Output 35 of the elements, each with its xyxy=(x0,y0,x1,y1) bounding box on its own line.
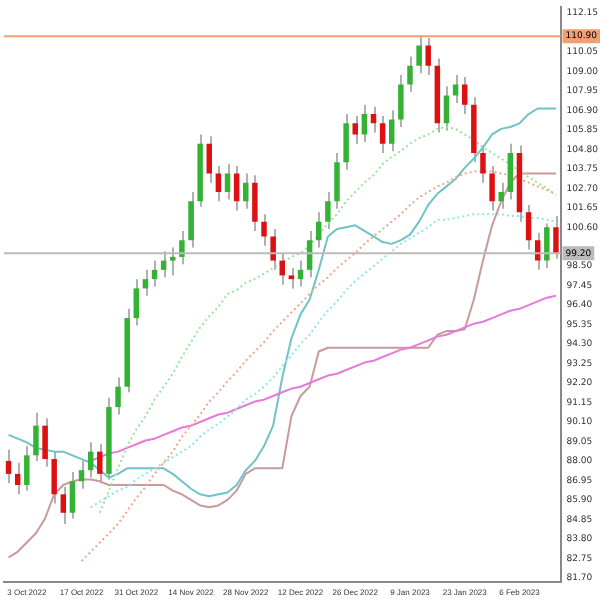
candlestick xyxy=(252,174,258,232)
candlestick xyxy=(461,75,468,116)
candlestick xyxy=(14,461,21,496)
candlestick xyxy=(498,181,504,210)
candlestick xyxy=(407,55,413,93)
candlestick xyxy=(288,267,295,290)
candlestick xyxy=(389,109,395,153)
candlestick xyxy=(97,443,103,485)
candlestick xyxy=(480,144,486,184)
candlestick xyxy=(425,37,431,77)
candlestick xyxy=(452,74,459,104)
candlestick xyxy=(215,164,222,203)
candlestick xyxy=(5,448,12,485)
candlestick xyxy=(60,485,67,525)
candlestick xyxy=(379,114,386,155)
candlestick xyxy=(334,152,340,210)
line-series xyxy=(98,126,557,514)
candlestick xyxy=(261,213,267,247)
candlestick xyxy=(224,163,231,201)
candlestick xyxy=(325,190,331,231)
candlestick xyxy=(78,459,85,490)
candlestick xyxy=(33,411,39,462)
candlestick xyxy=(343,113,349,171)
candlestick xyxy=(69,471,76,520)
candlestick xyxy=(115,376,121,416)
candlestick xyxy=(352,114,358,145)
candlestick xyxy=(416,35,422,75)
candlestick xyxy=(233,164,240,212)
line-series xyxy=(89,213,557,509)
candlestick xyxy=(398,74,404,129)
candlestick xyxy=(133,278,140,327)
candlestick xyxy=(507,142,514,201)
candlestick xyxy=(489,164,495,212)
candlestick xyxy=(206,135,213,184)
candlestick xyxy=(24,445,30,492)
